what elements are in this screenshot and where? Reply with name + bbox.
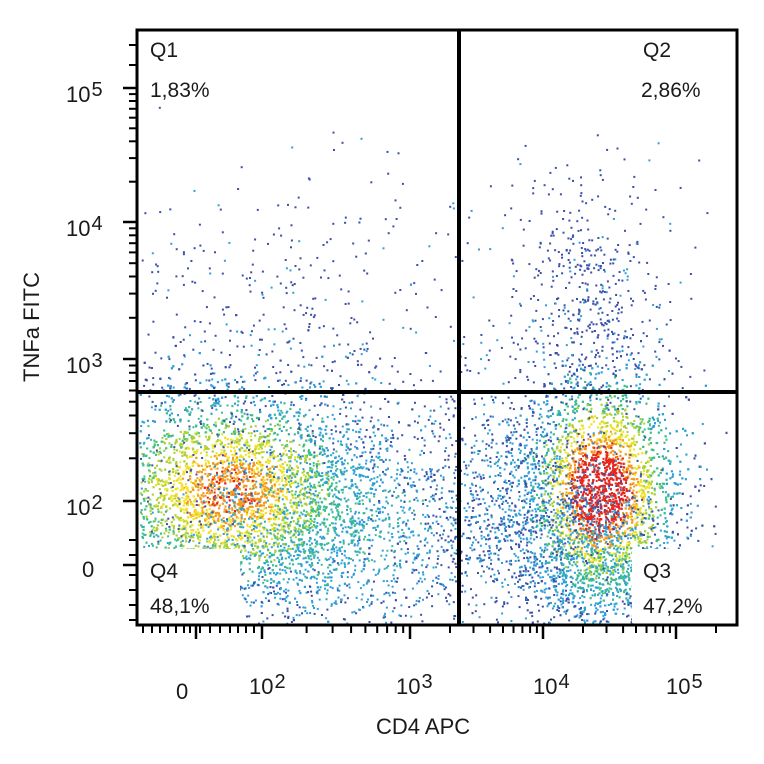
scatter-points (139, 106, 728, 625)
q3-name: Q3 (643, 560, 672, 583)
x-tick-label: 102 (249, 671, 286, 699)
y-axis-title: TNFa FITC (19, 272, 44, 382)
x-tick-label: 103 (396, 671, 433, 699)
y-tick-label: 105 (66, 79, 103, 107)
q2-percent: 2,86% (641, 79, 701, 102)
q3-label-box (632, 549, 735, 623)
q4-percent: 48,1% (150, 595, 210, 618)
q2-name: Q2 (643, 39, 672, 62)
y-tick-label: 102 (66, 492, 103, 520)
q1-name: Q1 (150, 39, 179, 62)
axes (123, 28, 739, 639)
y-tick-label: 104 (66, 213, 103, 241)
x-tick-label: 105 (666, 671, 703, 699)
x-tick-label: 0 (176, 679, 189, 704)
q4-name: Q4 (150, 560, 179, 583)
y-tick-label: 0 (82, 557, 95, 582)
y-tick-label: 103 (66, 350, 103, 378)
q1-percent: 1,83% (150, 79, 210, 102)
q4-label-box (139, 549, 240, 623)
q3-percent: 47,2% (643, 595, 703, 618)
x-axis-title: CD4 APC (376, 714, 471, 739)
x-tick-label: 104 (533, 671, 570, 699)
